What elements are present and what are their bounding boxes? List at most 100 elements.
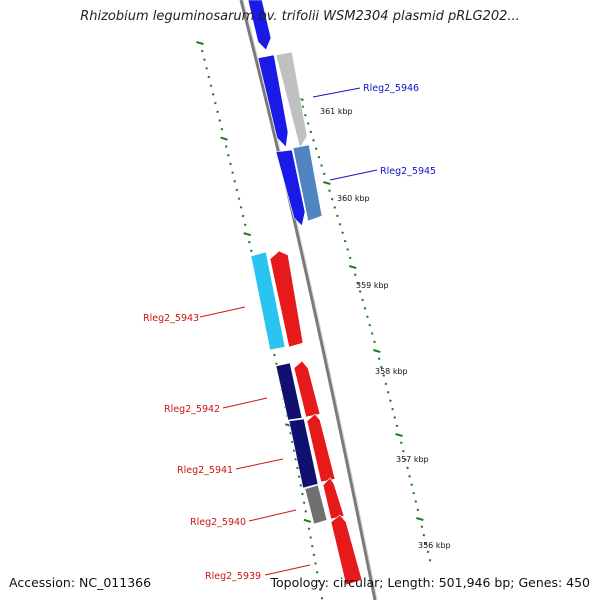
minor-tick bbox=[304, 113, 307, 117]
major-tick bbox=[243, 232, 252, 237]
label-leader bbox=[248, 509, 297, 522]
major-tick bbox=[348, 265, 357, 270]
gene-feature[interactable] bbox=[250, 251, 286, 351]
minor-tick bbox=[416, 508, 420, 512]
minor-tick bbox=[229, 162, 232, 166]
minor-tick bbox=[311, 544, 314, 548]
minor-tick bbox=[307, 527, 311, 531]
label-leader bbox=[312, 87, 361, 98]
minor-tick bbox=[211, 93, 215, 96]
minor-tick bbox=[209, 84, 213, 87]
gene-feature[interactable] bbox=[275, 149, 306, 227]
gene-label-rleg2-5939[interactable]: Rleg2_5939 bbox=[205, 571, 261, 582]
minor-tick bbox=[377, 357, 381, 360]
gene-feature[interactable] bbox=[257, 54, 289, 148]
minor-tick bbox=[309, 130, 313, 134]
minor-tick bbox=[389, 399, 392, 402]
minor-tick bbox=[205, 67, 208, 70]
tick-label-358kbp: 358 kbp bbox=[375, 367, 408, 376]
minor-tick bbox=[200, 49, 204, 53]
minor-tick bbox=[426, 550, 430, 554]
minor-tick bbox=[361, 298, 364, 302]
minor-tick bbox=[322, 172, 326, 176]
minor-tick bbox=[309, 536, 312, 539]
minor-tick bbox=[275, 362, 278, 365]
minor-tick bbox=[250, 249, 253, 253]
minor-tick bbox=[233, 180, 237, 183]
minor-tick bbox=[356, 281, 359, 285]
minor-tick bbox=[243, 223, 247, 226]
minor-tick bbox=[301, 492, 304, 496]
minor-tick bbox=[203, 58, 206, 61]
gene-label-rleg2-5942[interactable]: Rleg2_5942 bbox=[164, 404, 220, 415]
minor-tick bbox=[314, 562, 317, 565]
label-leader bbox=[329, 169, 378, 181]
minor-tick bbox=[312, 553, 316, 557]
minor-tick bbox=[315, 570, 319, 574]
minor-tick bbox=[301, 105, 304, 108]
minor-tick bbox=[380, 365, 383, 369]
gene-feature[interactable] bbox=[269, 250, 304, 348]
minor-tick bbox=[422, 533, 426, 537]
minor-tick bbox=[214, 101, 217, 105]
label-leader bbox=[199, 306, 246, 318]
minor-tick bbox=[382, 374, 385, 377]
minor-tick bbox=[386, 391, 390, 394]
gene-feature[interactable] bbox=[275, 51, 308, 149]
gene-feature[interactable] bbox=[293, 360, 321, 418]
minor-tick bbox=[408, 475, 411, 478]
gene-feature[interactable] bbox=[275, 362, 303, 421]
tick-label-361kbp: 361 kbp bbox=[320, 107, 353, 116]
gene-label-rleg2-5943[interactable]: Rleg2_5943 bbox=[143, 313, 199, 324]
minor-tick bbox=[395, 424, 399, 428]
gene-feature[interactable] bbox=[247, 0, 272, 51]
minor-tick bbox=[368, 323, 372, 327]
minor-tick bbox=[296, 466, 299, 470]
map-title: Rhizobium leguminosarum bv. trifolii WSM… bbox=[80, 9, 520, 24]
major-tick bbox=[373, 349, 381, 354]
gene-labels: Rleg2_5946 Rleg2_5945 Rleg2_5943 Rleg2_5… bbox=[143, 83, 436, 582]
gene-label-rleg2-5940[interactable]: Rleg2_5940 bbox=[190, 517, 246, 528]
gene-label-rleg2-5941[interactable]: Rleg2_5941 bbox=[177, 465, 233, 476]
minor-tick bbox=[410, 483, 413, 486]
major-tick bbox=[220, 136, 228, 141]
gene-feature[interactable] bbox=[292, 144, 323, 222]
gene-feature[interactable] bbox=[330, 514, 363, 586]
minor-tick bbox=[241, 214, 245, 218]
minor-tick bbox=[216, 110, 219, 114]
gene-feature[interactable] bbox=[306, 413, 336, 483]
label-leader bbox=[235, 458, 284, 470]
minor-tick bbox=[399, 441, 403, 444]
minor-tick bbox=[314, 147, 318, 150]
minor-tick bbox=[341, 231, 344, 234]
minor-tick bbox=[320, 164, 323, 167]
major-tick bbox=[416, 517, 424, 522]
minor-tick bbox=[336, 214, 339, 218]
minor-tick bbox=[312, 139, 315, 142]
minor-tick bbox=[373, 340, 376, 344]
minor-tick bbox=[366, 315, 369, 318]
minor-tick bbox=[363, 307, 367, 310]
minor-tick bbox=[297, 475, 301, 478]
minor-tick bbox=[404, 458, 407, 461]
minor-tick bbox=[330, 197, 334, 201]
gene-label-rleg2-5945[interactable]: Rleg2_5945 bbox=[380, 166, 436, 177]
topology-summary: Topology: circular; Length: 501,946 bp; … bbox=[270, 575, 591, 590]
minor-tick bbox=[384, 382, 388, 386]
minor-tick bbox=[320, 597, 324, 600]
label-leader bbox=[222, 397, 268, 409]
minor-tick bbox=[428, 559, 432, 562]
gene-feature[interactable] bbox=[304, 484, 328, 525]
minor-tick bbox=[306, 122, 310, 125]
minor-tick bbox=[412, 491, 416, 495]
gene-feature[interactable] bbox=[322, 477, 345, 520]
gene-feature[interactable] bbox=[288, 418, 319, 489]
minor-tick bbox=[317, 155, 321, 159]
gene-features bbox=[247, 0, 363, 586]
minor-tick bbox=[338, 223, 342, 226]
minor-tick bbox=[291, 440, 294, 444]
gene-label-rleg2-5946[interactable]: Rleg2_5946 bbox=[363, 83, 419, 94]
minor-tick bbox=[370, 332, 374, 335]
